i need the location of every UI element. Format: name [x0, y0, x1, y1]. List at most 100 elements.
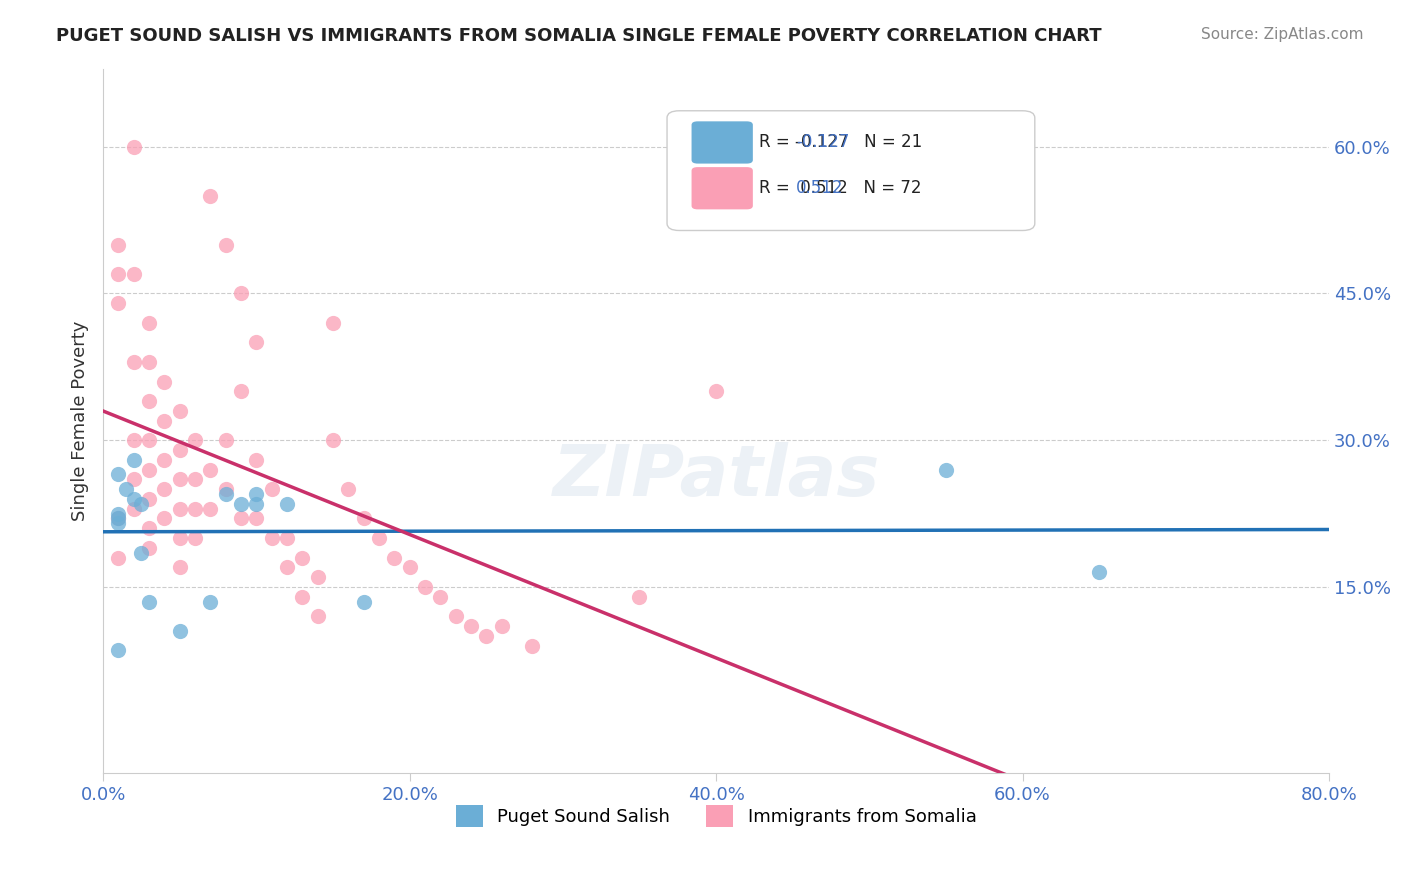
Point — [131, 546, 153, 560]
Text: ZIPatlas: ZIPatlas — [553, 442, 880, 511]
Point — [522, 639, 544, 653]
Point — [398, 560, 420, 574]
Point — [229, 286, 252, 301]
Point — [307, 609, 329, 624]
Point — [107, 467, 129, 482]
Point — [169, 442, 191, 457]
Point — [122, 140, 145, 154]
Point — [169, 560, 191, 574]
FancyBboxPatch shape — [692, 121, 752, 163]
Point — [245, 511, 267, 525]
Point — [353, 594, 375, 608]
Point — [704, 384, 727, 399]
Point — [260, 531, 283, 545]
Point — [107, 516, 129, 531]
Point — [276, 531, 298, 545]
Point — [429, 590, 451, 604]
Point — [184, 472, 207, 486]
Point — [276, 560, 298, 574]
Point — [200, 188, 222, 202]
Point — [107, 267, 129, 281]
Y-axis label: Single Female Poverty: Single Female Poverty — [72, 320, 89, 521]
Point — [153, 414, 176, 428]
Point — [215, 482, 238, 496]
Point — [200, 501, 222, 516]
Point — [138, 394, 160, 409]
Point — [1088, 566, 1111, 580]
Text: R =  0.512   N = 72: R = 0.512 N = 72 — [759, 179, 921, 197]
FancyBboxPatch shape — [692, 167, 752, 210]
Point — [322, 316, 344, 330]
Point — [153, 511, 176, 525]
Point — [368, 531, 391, 545]
Point — [138, 521, 160, 535]
Point — [353, 511, 375, 525]
Point — [200, 594, 222, 608]
Point — [169, 501, 191, 516]
Point — [215, 433, 238, 447]
Point — [245, 335, 267, 350]
Point — [169, 531, 191, 545]
Point — [337, 482, 360, 496]
Point — [138, 316, 160, 330]
Point — [107, 643, 129, 657]
Point — [138, 491, 160, 506]
Text: 0.512: 0.512 — [796, 179, 844, 197]
Text: R = -0.127   N = 21: R = -0.127 N = 21 — [759, 134, 922, 152]
Point — [138, 462, 160, 476]
Text: PUGET SOUND SALISH VS IMMIGRANTS FROM SOMALIA SINGLE FEMALE POVERTY CORRELATION : PUGET SOUND SALISH VS IMMIGRANTS FROM SO… — [56, 27, 1102, 45]
Point — [153, 375, 176, 389]
Point — [122, 433, 145, 447]
Point — [322, 433, 344, 447]
Point — [413, 580, 436, 594]
Point — [169, 472, 191, 486]
Point — [475, 629, 498, 643]
Point — [138, 541, 160, 555]
Point — [245, 487, 267, 501]
Point — [138, 433, 160, 447]
Point — [122, 491, 145, 506]
Point — [115, 482, 138, 496]
Point — [276, 497, 298, 511]
Point — [935, 462, 957, 476]
Point — [122, 452, 145, 467]
Point — [169, 404, 191, 418]
Point — [107, 511, 129, 525]
Point — [107, 237, 129, 252]
Point — [107, 507, 129, 521]
Point — [229, 497, 252, 511]
Point — [215, 237, 238, 252]
Point — [215, 487, 238, 501]
Point — [291, 590, 314, 604]
Text: Source: ZipAtlas.com: Source: ZipAtlas.com — [1201, 27, 1364, 42]
Point — [107, 296, 129, 310]
Point — [444, 609, 467, 624]
Legend: Puget Sound Salish, Immigrants from Somalia: Puget Sound Salish, Immigrants from Soma… — [449, 797, 984, 834]
Point — [229, 511, 252, 525]
Point — [122, 501, 145, 516]
Point — [628, 590, 651, 604]
Point — [131, 497, 153, 511]
Point — [460, 619, 482, 633]
Point — [307, 570, 329, 584]
Point — [491, 619, 513, 633]
Point — [184, 433, 207, 447]
Point — [184, 531, 207, 545]
FancyBboxPatch shape — [666, 111, 1035, 230]
Point — [169, 624, 191, 638]
Point — [291, 550, 314, 565]
Point — [382, 550, 405, 565]
Point — [153, 482, 176, 496]
Point — [138, 594, 160, 608]
Text: -0.127: -0.127 — [796, 134, 849, 152]
Point — [153, 452, 176, 467]
Point — [138, 355, 160, 369]
Point — [184, 501, 207, 516]
Point — [245, 497, 267, 511]
Point — [229, 384, 252, 399]
Point — [122, 267, 145, 281]
Point — [122, 355, 145, 369]
Point — [107, 511, 129, 525]
Point — [245, 452, 267, 467]
Point — [260, 482, 283, 496]
